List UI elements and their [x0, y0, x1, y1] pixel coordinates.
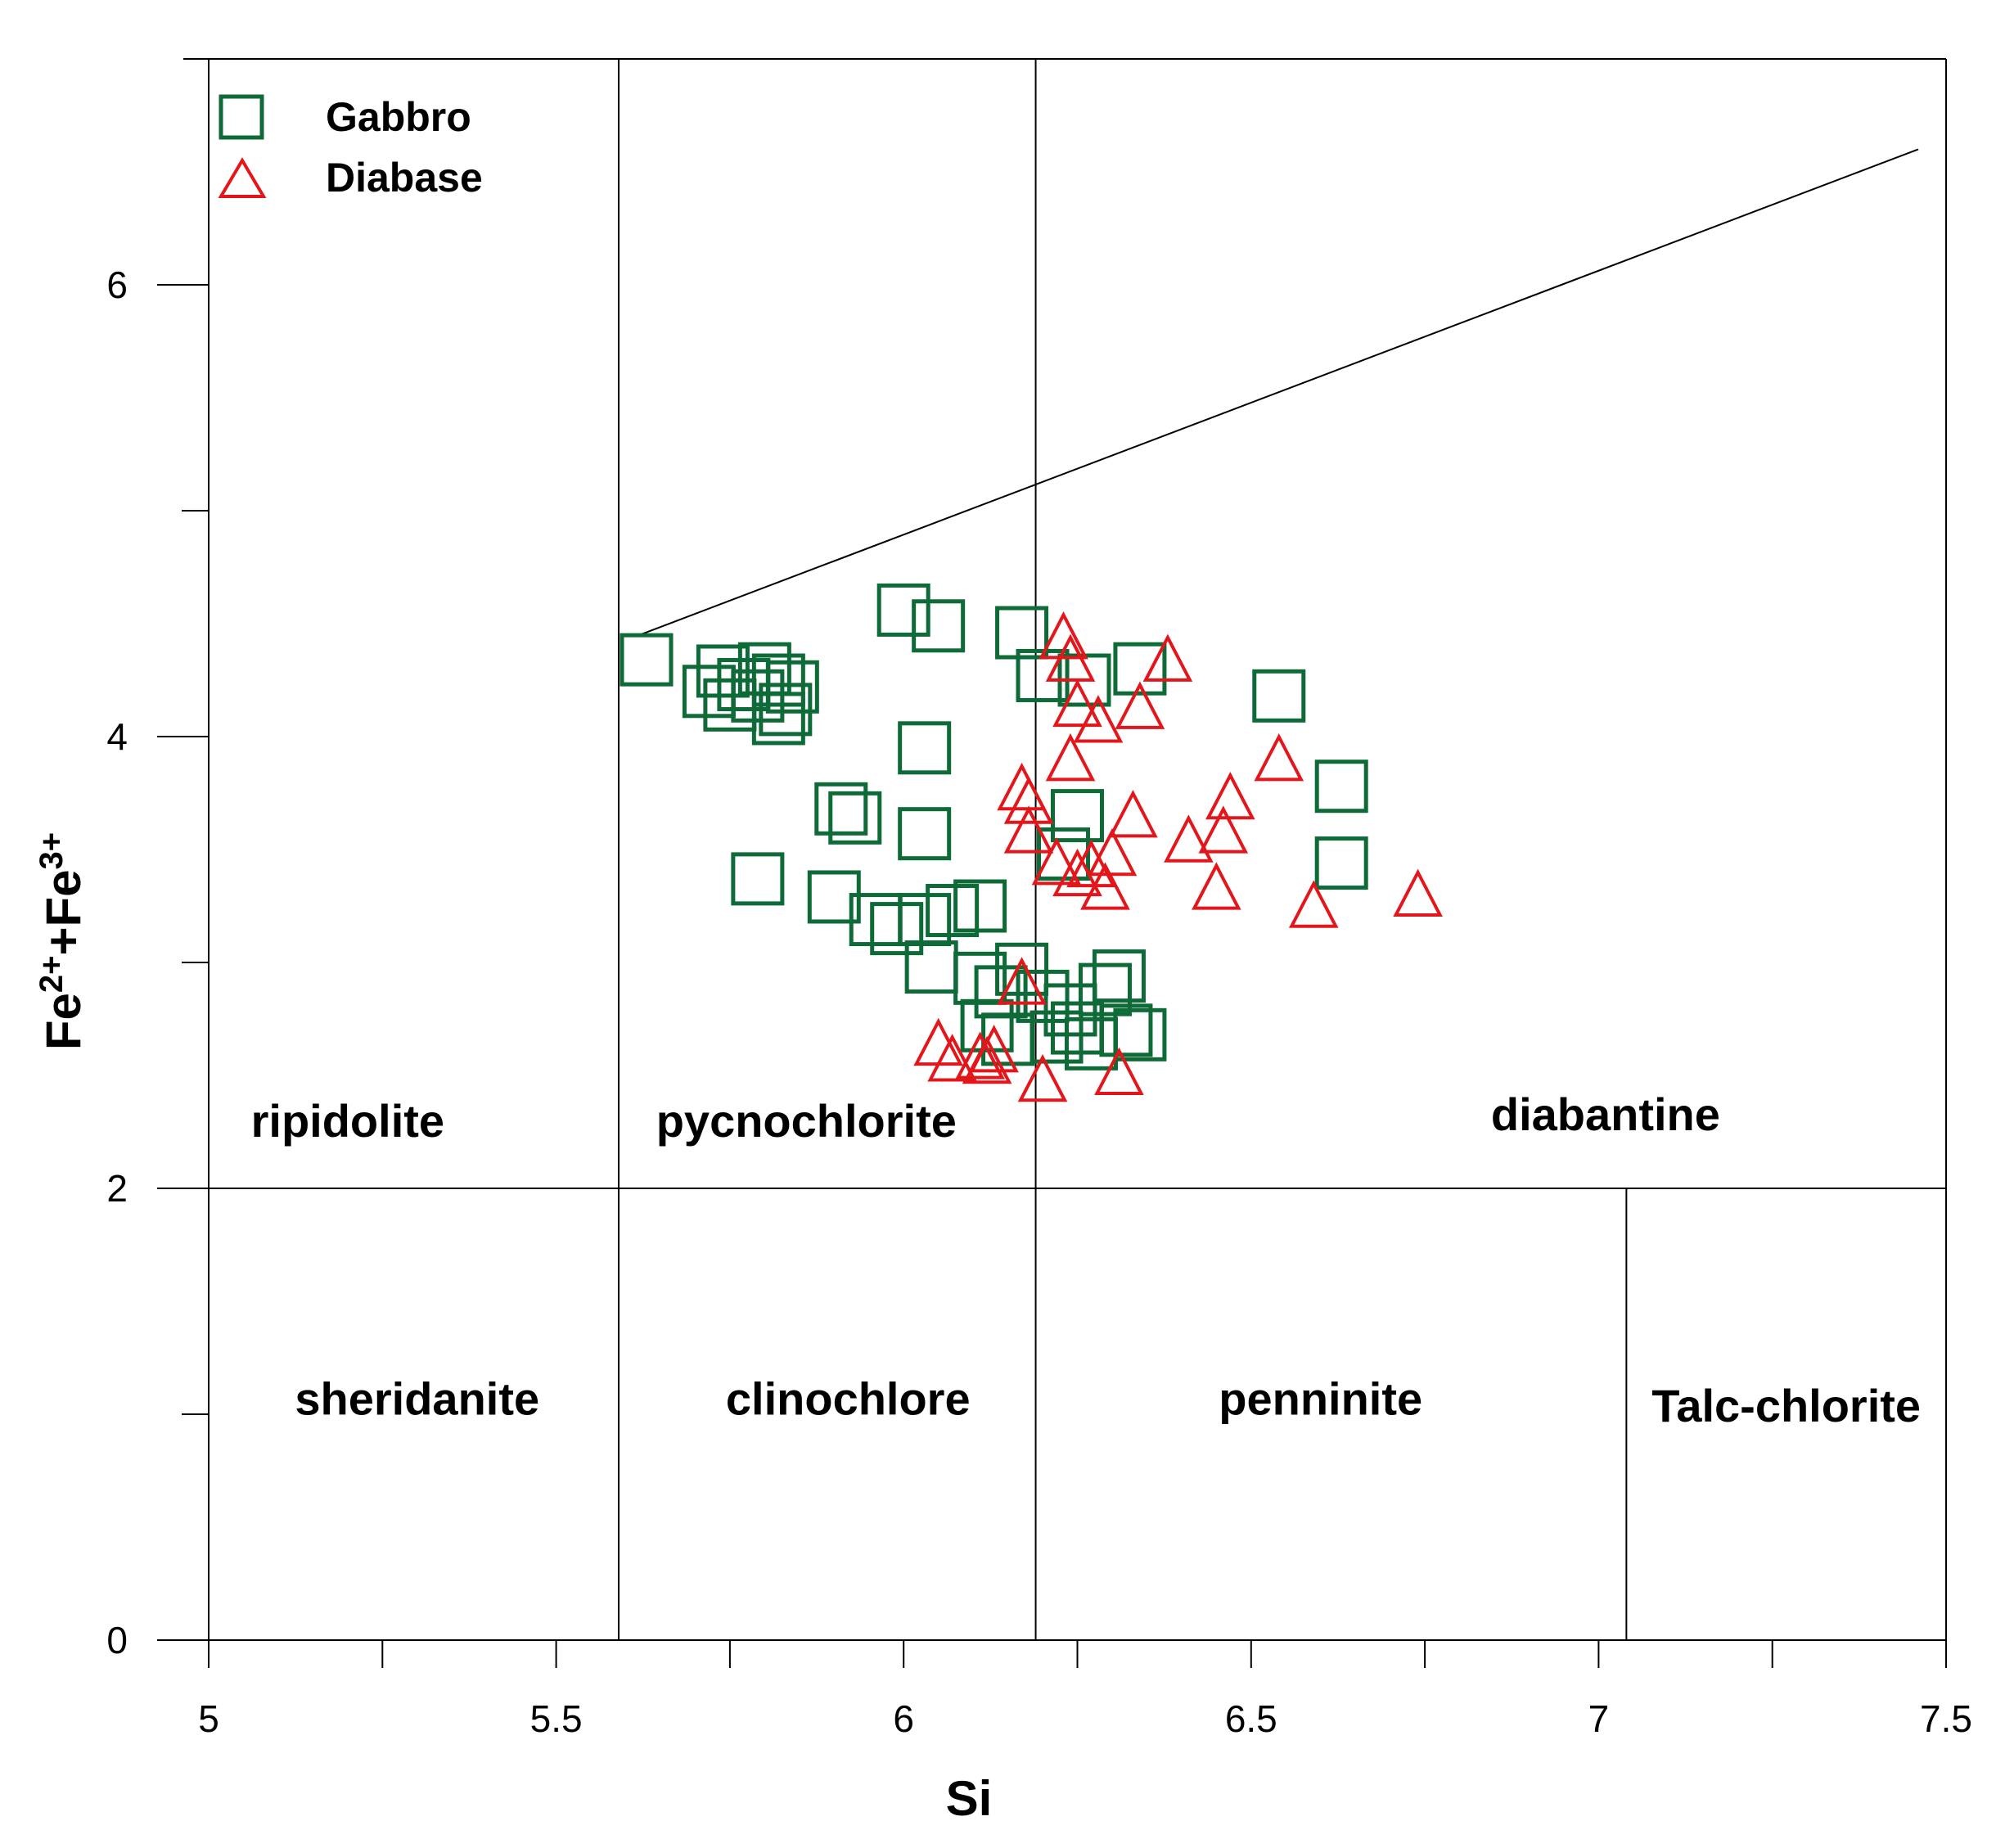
- gabbro-point-44: [1051, 789, 1104, 843]
- gabbro-point-22: [731, 852, 785, 906]
- gabbro-point-40: [1099, 1003, 1153, 1057]
- diabase-point-23: [997, 957, 1047, 1005]
- diabase-point-30: [1094, 1047, 1144, 1095]
- gabbro-point-18: [898, 721, 952, 775]
- y-axis-title-fe1: Fe: [36, 993, 91, 1050]
- field-boundary-diagonal: [639, 148, 1919, 636]
- gabbro-point-14: [1016, 648, 1070, 702]
- diabase-point-14: [1198, 805, 1249, 854]
- y-tick-label-1: 2: [106, 1167, 128, 1210]
- field-label-penninite: penninite: [1219, 1373, 1422, 1425]
- legend-diabase-marker: [218, 157, 267, 198]
- fields-layer: [157, 59, 1946, 1640]
- x-tick-label-2: 6: [893, 1697, 914, 1740]
- y-axis-title: Fe2++Fe3+: [34, 832, 91, 1050]
- y-axis-title-plus: +: [36, 926, 91, 955]
- legend-gabbro-label: Gabbro: [326, 94, 471, 140]
- diabase-point-6: [1045, 733, 1096, 782]
- x-tick-label-5: 7.5: [1920, 1697, 1972, 1740]
- gabbro-point-0: [620, 633, 674, 687]
- gabbro-point-41: [1113, 1007, 1167, 1061]
- diabase-point-8: [1003, 776, 1054, 824]
- legend: Gabbro Diabase: [218, 94, 483, 201]
- field-label-pycnochlorite: pycnochlorite: [656, 1095, 957, 1147]
- points-layer: [620, 583, 1443, 1102]
- gabbro-point-11: [876, 583, 930, 637]
- legend-gabbro-marker: [219, 94, 264, 140]
- x-tick-label-0: 5: [198, 1697, 219, 1740]
- plot-frame: [157, 58, 1947, 1641]
- field-label-talc-chlorite: Talc-chlorite: [1651, 1380, 1921, 1431]
- gabbro-point-10: [751, 692, 805, 746]
- gabbro-point-46: [1314, 759, 1368, 814]
- diabase-point-10: [1108, 790, 1158, 838]
- diabase-point-28: [969, 1025, 1019, 1073]
- gabbro-point-7: [751, 653, 805, 707]
- diabase-point-20: [1192, 862, 1241, 910]
- diabase-point-16: [1052, 848, 1102, 897]
- y-axis-title-sup2: 3+: [34, 832, 70, 870]
- diabase-point-22: [1393, 868, 1443, 917]
- gabbro-point-21: [898, 807, 952, 861]
- gabbro-point-9: [765, 660, 819, 714]
- diabase-point-3: [1073, 695, 1124, 743]
- diabase-point-21: [1288, 880, 1339, 928]
- gabbro-point-38: [1078, 962, 1132, 1016]
- ticks-layer: 5 5.5 6 6.5 7 7.5 0 2 4 6: [106, 264, 1972, 1740]
- diabase-point-1: [1045, 633, 1096, 682]
- diabase-point-19: [1087, 827, 1138, 877]
- field-label-ripidolite: ripidolite: [251, 1095, 444, 1147]
- gabbro-point-39: [1092, 949, 1146, 1003]
- diabase-point-0: [1039, 611, 1088, 660]
- gabbro-point-27: [926, 884, 980, 938]
- gabbro-point-32: [995, 942, 1049, 996]
- y-axis-title-sup1: 2+: [34, 956, 70, 994]
- gabbro-point-47: [1314, 836, 1368, 890]
- x-tick-label-4: 7: [1588, 1697, 1610, 1740]
- diabase-point-15: [1031, 836, 1082, 886]
- gabbro-point-17: [1252, 669, 1306, 723]
- x-tick-label-1: 5.5: [530, 1697, 583, 1740]
- diabase-point-12: [1254, 733, 1304, 782]
- x-axis-title: Si: [946, 1771, 993, 1826]
- diabase-point-11: [1205, 771, 1255, 820]
- legend-diabase-label: Diabase: [326, 155, 483, 201]
- diabase-point-29: [1017, 1053, 1068, 1102]
- gabbro-point-16: [1113, 642, 1167, 696]
- gabbro-point-25: [870, 902, 924, 956]
- diabase-point-2: [1052, 678, 1102, 728]
- y-tick-label-3: 6: [106, 264, 128, 306]
- field-label-clinochlore: clinochlore: [726, 1373, 971, 1425]
- diabase-point-26: [955, 1031, 1005, 1080]
- diabase-point-17: [1066, 839, 1116, 888]
- diabase-point-13: [1164, 814, 1214, 863]
- gabbro-point-12: [912, 599, 966, 653]
- x-tick-label-3: 6.5: [1225, 1697, 1277, 1740]
- diabase-point-25: [927, 1034, 977, 1082]
- gabbro-point-28: [953, 879, 1007, 933]
- diabase-point-9: [1003, 805, 1054, 854]
- gabbro-point-33: [1016, 969, 1070, 1023]
- gabbro-point-37: [1043, 983, 1097, 1037]
- y-axis-title-fe2: Fe: [36, 869, 91, 926]
- y-tick-label-2: 4: [106, 715, 128, 758]
- gabbro-point-13: [995, 606, 1049, 660]
- field-labels-layer: ripidolite pycnochlorite diabantine sherida…: [251, 1089, 1921, 1431]
- field-label-sheridanite: sheridanite: [295, 1373, 539, 1425]
- gabbro-point-20: [828, 791, 882, 845]
- y-tick-label-0: 0: [106, 1619, 128, 1661]
- diabase-point-18: [1080, 862, 1130, 910]
- field-label-diabantine: diabantine: [1491, 1089, 1720, 1140]
- diabase-point-4: [1115, 681, 1165, 729]
- diabase-point-5: [1142, 633, 1193, 682]
- gabbro-point-19: [814, 782, 868, 836]
